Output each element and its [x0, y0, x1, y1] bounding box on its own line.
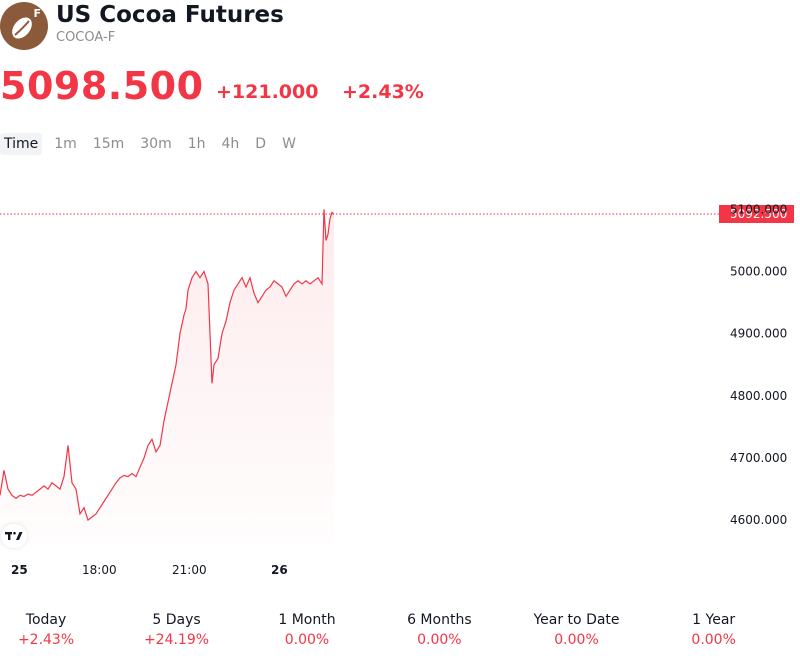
header: F US Cocoa Futures COCOA-F: [0, 0, 800, 60]
x-tick-label: 21:00: [172, 563, 207, 577]
perf-1-month[interactable]: 1 Month 0.00%: [261, 610, 353, 654]
y-tick-label: 5000.000: [730, 264, 787, 278]
perf-today[interactable]: Today +2.43%: [0, 610, 92, 654]
perf-5-days[interactable]: 5 Days +24.19%: [92, 610, 261, 654]
perf-label: 6 Months: [407, 612, 472, 628]
y-tick-label: 4700.000: [730, 451, 787, 465]
price-change: +121.000: [216, 81, 319, 103]
y-tick-label: 4600.000: [730, 513, 787, 527]
tab-15m[interactable]: 15m: [92, 136, 125, 152]
price-chart[interactable]: 5092.500 4600.000 4700.000 4800.000 4900.00…: [0, 160, 800, 590]
perf-1-year[interactable]: 1 Year 0.00%: [627, 610, 800, 654]
perf-value: +2.43%: [17, 632, 75, 648]
tab-1h[interactable]: 1h: [187, 136, 206, 152]
performance-bar: Today +2.43% 5 Days +24.19% 1 Month 0.00…: [0, 610, 800, 654]
cocoa-bean-icon: [12, 17, 32, 39]
tab-1m[interactable]: 1m: [54, 136, 77, 152]
tab-w[interactable]: W: [282, 136, 296, 152]
perf-value: 0.00%: [417, 632, 462, 648]
price-line: [0, 209, 335, 522]
last-price: 5098.500: [0, 64, 204, 108]
perf-6-months[interactable]: 6 Months 0.00%: [353, 610, 526, 654]
x-tick-label: 18:00: [82, 563, 117, 577]
price-change-percent: +2.43%: [342, 81, 424, 103]
ticker-symbol: COCOA-F: [56, 30, 116, 45]
x-tick-label: 26: [271, 563, 288, 577]
y-tick-label: 4900.000: [730, 327, 787, 341]
perf-value: 0.00%: [691, 632, 736, 648]
cocoa-logo: F: [0, 2, 48, 50]
tab-30m[interactable]: 30m: [140, 136, 172, 152]
interval-tabs: Time 1m 15m 30m 1h 4h D W: [0, 132, 308, 156]
perf-label: 1 Year: [692, 612, 736, 628]
logo-letter: F: [33, 7, 41, 20]
last-price-badge-label: 5092.500: [730, 207, 787, 221]
perf-year-to-date[interactable]: Year to Date 0.00%: [526, 610, 628, 654]
x-tick-label: 25: [11, 563, 28, 577]
tradingview-logo[interactable]: [1, 524, 27, 548]
tradingview-icon: [5, 531, 23, 540]
page-title: US Cocoa Futures: [56, 2, 284, 28]
perf-label: 1 Month: [278, 612, 336, 628]
y-tick-label: 4800.000: [730, 389, 787, 403]
perf-label: Year to Date: [533, 612, 620, 628]
tab-time[interactable]: Time: [0, 133, 43, 155]
perf-value: +24.19%: [143, 632, 210, 648]
y-tick-label: 5100.000: [730, 202, 787, 216]
quote-row: 5098.500 +121.000 +2.43%: [0, 64, 800, 112]
tab-d[interactable]: D: [255, 136, 267, 152]
last-price-badge: [719, 204, 794, 223]
chart-canvas[interactable]: 5092.500 4600.000 4700.000 4800.000 4900.00…: [0, 160, 800, 590]
perf-value: 0.00%: [554, 632, 599, 648]
perf-value: 0.00%: [284, 632, 330, 648]
perf-label: Today: [25, 612, 67, 628]
perf-label: 5 Days: [152, 612, 201, 628]
tab-4h[interactable]: 4h: [221, 136, 240, 152]
price-area: [0, 209, 334, 546]
